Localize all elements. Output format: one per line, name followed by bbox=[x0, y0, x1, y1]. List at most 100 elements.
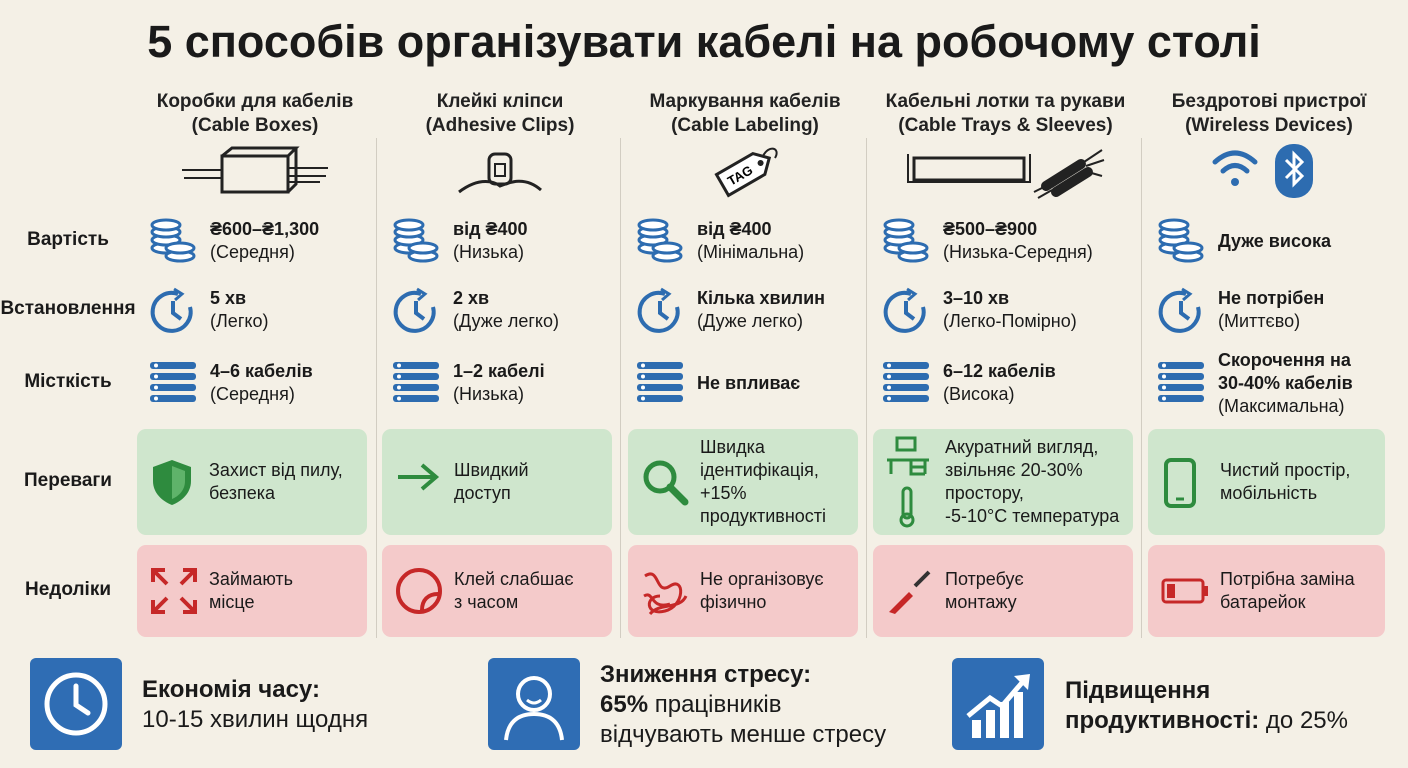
column-header: Кабельні лотки та рукави (Cable Trays & S… bbox=[868, 90, 1143, 138]
header-icon bbox=[455, 142, 545, 207]
cons-text: Потребує bbox=[945, 569, 1024, 589]
cost-text: від ₴400 bbox=[453, 219, 528, 239]
svg-shape bbox=[889, 570, 931, 614]
ellipse-shape bbox=[1158, 218, 1190, 232]
cost-cell: ₴500–₴900 (Низька-Середня) bbox=[943, 201, 1140, 281]
g-shape bbox=[637, 362, 683, 402]
column-divider bbox=[1141, 138, 1142, 638]
rect-shape bbox=[1158, 384, 1204, 391]
path-shape bbox=[966, 676, 1028, 718]
g-shape bbox=[150, 362, 196, 402]
svg-shape bbox=[1158, 287, 1201, 333]
path-shape bbox=[1220, 163, 1250, 174]
cons-icon bbox=[394, 566, 444, 621]
path-shape bbox=[913, 570, 931, 588]
capacity-text: (Висока) bbox=[943, 384, 1015, 404]
column-name: (Wireless Devices) bbox=[1185, 115, 1353, 136]
path-shape bbox=[393, 290, 436, 333]
g-shape bbox=[154, 363, 158, 401]
cons-text: Займають bbox=[209, 569, 294, 589]
header-icon: TAG bbox=[705, 138, 785, 203]
column-header: Клейкі кліпси (Adhesive Clips) bbox=[378, 90, 622, 138]
capacity-cell: 6–12 кабелів (Висока) bbox=[943, 343, 1140, 423]
cons-icon bbox=[640, 566, 690, 623]
cons-cell: Не організовує фізично bbox=[700, 545, 856, 637]
path-shape bbox=[1033, 149, 1104, 199]
capacity-text: 6–12 кабелів bbox=[943, 361, 1056, 381]
footer-line: 65% працівників bbox=[600, 690, 886, 720]
footer-line: продуктивності: до 25% bbox=[1065, 706, 1348, 736]
g-shape bbox=[1162, 363, 1166, 401]
column-name: (Cable Boxes) bbox=[191, 115, 319, 136]
path-shape bbox=[906, 287, 918, 302]
circle-shape bbox=[641, 385, 645, 390]
rect-shape bbox=[1161, 578, 1205, 604]
footer-text: відчувають менше стресу bbox=[600, 721, 887, 748]
rect-shape bbox=[494, 163, 506, 177]
column-name: Клейкі кліпси bbox=[436, 91, 564, 112]
path-shape bbox=[904, 301, 916, 321]
circle-shape bbox=[396, 568, 442, 614]
column-header: Маркування кабелів (Cable Labeling) bbox=[622, 90, 868, 138]
rect-shape bbox=[895, 436, 917, 452]
title: 5 способів організувати кабелі на робочо… bbox=[147, 16, 1261, 67]
path-shape bbox=[1284, 150, 1305, 188]
install-cell: 2 хв (Дуже легко) bbox=[453, 270, 619, 350]
path-shape bbox=[221, 146, 300, 194]
circle-shape bbox=[44, 672, 108, 736]
rect-shape bbox=[637, 362, 683, 369]
cost-text: (Мінімальна) bbox=[697, 242, 805, 262]
ellipse-shape bbox=[637, 218, 669, 232]
ellipse-shape bbox=[1172, 241, 1204, 255]
circle-shape bbox=[154, 385, 158, 390]
g-shape bbox=[1212, 150, 1258, 174]
footer-stress: Зниження стресу: 65% працівників відчува… bbox=[600, 660, 886, 750]
column-name: Кабельні лотки та рукави bbox=[885, 91, 1126, 112]
install-text: (Легко) bbox=[210, 311, 269, 331]
svg-shape bbox=[1212, 144, 1313, 198]
g-shape bbox=[1158, 218, 1204, 263]
circle-shape bbox=[154, 396, 158, 401]
rect-shape bbox=[393, 384, 439, 391]
rect-shape bbox=[986, 710, 995, 738]
svg-shape bbox=[151, 568, 197, 614]
path-shape bbox=[889, 592, 913, 614]
footer-text: працівників bbox=[654, 691, 782, 718]
cost-text: ₴600–₴1,300 bbox=[210, 219, 320, 239]
cost-cell: від ₴400 (Низька) bbox=[453, 201, 619, 281]
capacity-cell: Не впливає bbox=[697, 343, 865, 423]
cost-icon bbox=[391, 218, 441, 269]
svg-shape bbox=[153, 460, 191, 505]
cons-text: фізично bbox=[700, 592, 767, 612]
rect-shape bbox=[883, 373, 929, 380]
svg-shape bbox=[458, 152, 542, 194]
cons-box bbox=[382, 545, 612, 637]
g-shape bbox=[887, 436, 929, 528]
path-shape bbox=[416, 287, 428, 302]
footer-text: до 25% bbox=[1265, 707, 1348, 734]
svg-shape bbox=[643, 572, 688, 616]
cons-text: монтажу bbox=[945, 592, 1017, 612]
pros-text: доступ bbox=[454, 483, 511, 503]
cost-text: (Середня) bbox=[210, 242, 295, 262]
install-text: 3–10 хв bbox=[943, 288, 1010, 308]
path-shape bbox=[172, 466, 185, 499]
circle-shape bbox=[397, 385, 401, 390]
g-shape bbox=[643, 572, 688, 616]
svg-shape bbox=[1158, 218, 1204, 263]
install-text: (Дуже легко) bbox=[697, 311, 803, 331]
cons-text: місце bbox=[209, 592, 255, 612]
pros-text: Чистий простір, bbox=[1220, 460, 1351, 480]
path-shape bbox=[526, 698, 542, 705]
install-icon bbox=[1156, 287, 1206, 342]
row-label: Вартість bbox=[27, 229, 109, 250]
pros-box bbox=[1148, 429, 1385, 535]
rect-shape bbox=[393, 373, 439, 380]
column-name: (Cable Labeling) bbox=[671, 115, 819, 136]
install-icon bbox=[148, 287, 198, 342]
circle-shape bbox=[1162, 363, 1166, 368]
cost-text: Дуже висока bbox=[1218, 230, 1331, 251]
capacity-cell: Скорочення на 30-40% кабелів (Максимальна) bbox=[1218, 343, 1392, 423]
svg-shape bbox=[393, 287, 436, 333]
path-shape bbox=[1181, 287, 1193, 302]
